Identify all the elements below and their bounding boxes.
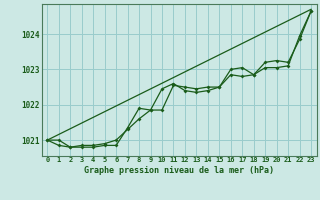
X-axis label: Graphe pression niveau de la mer (hPa): Graphe pression niveau de la mer (hPa) [84,166,274,175]
